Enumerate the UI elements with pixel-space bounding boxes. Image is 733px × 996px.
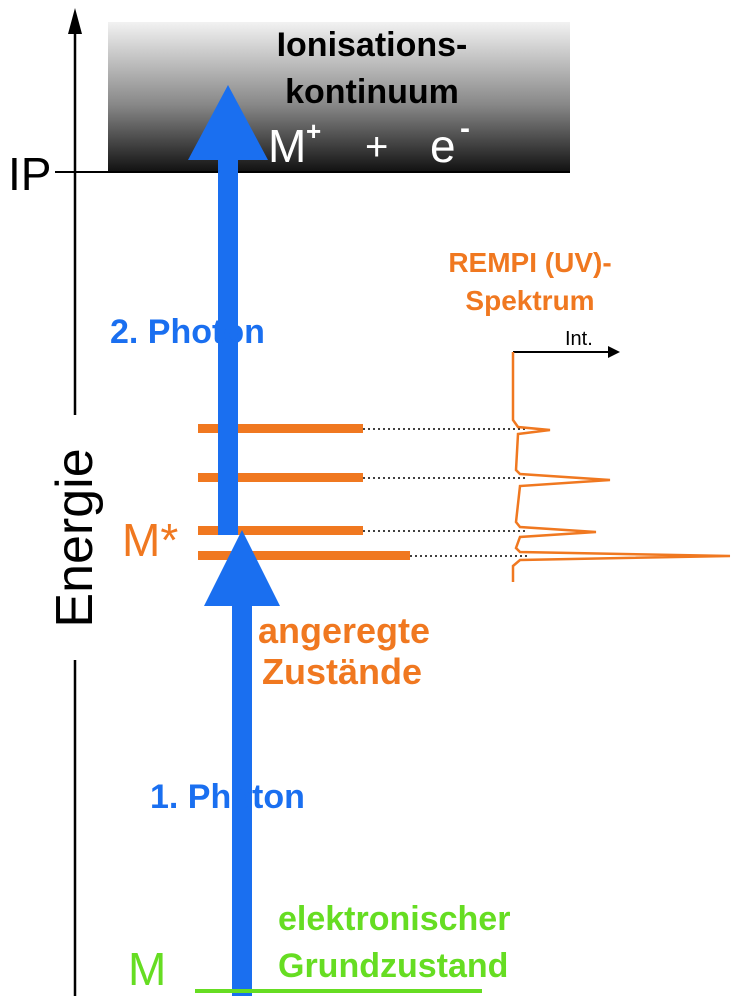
photon2-arrow — [218, 150, 238, 535]
continuum-title: kontinuum — [285, 73, 459, 111]
int-label: Int. — [565, 328, 593, 350]
photon1-label: 1. Photon — [150, 778, 305, 816]
level — [198, 424, 363, 433]
levels — [198, 424, 410, 560]
level — [198, 551, 410, 560]
ground-label: Grundzustand — [278, 947, 508, 985]
spectrum-title: REMPI (UV)- — [448, 247, 611, 278]
axis-label: Energie — [46, 448, 104, 627]
ion-charge: + — [306, 116, 321, 146]
dotted-lines — [363, 428, 528, 557]
photon2-label: 2. Photon — [110, 313, 265, 351]
plus: + — [365, 125, 388, 169]
spectrum-line — [511, 352, 731, 582]
electron-charge: - — [460, 112, 470, 145]
ground-label: elektronischer — [278, 900, 510, 938]
int-arrowhead — [608, 346, 620, 358]
continuum-box — [108, 22, 570, 172]
ground-symbol: M — [128, 943, 166, 995]
photon1-arrow — [232, 595, 252, 996]
energy-arrowhead — [68, 8, 82, 34]
level — [198, 526, 363, 535]
spectrum-title: Spektrum — [465, 285, 594, 316]
excited-label: angeregte — [258, 610, 430, 651]
photon1-arrowhead — [204, 530, 280, 606]
level — [198, 473, 363, 482]
photon2-arrowhead — [188, 85, 268, 160]
continuum-title: Ionisations- — [277, 26, 468, 64]
ip-label: IP — [8, 148, 51, 200]
electron: e — [430, 120, 456, 172]
excited-symbol: M* — [122, 514, 178, 566]
ion: M — [268, 120, 306, 172]
excited-label: Zustände — [262, 651, 422, 692]
